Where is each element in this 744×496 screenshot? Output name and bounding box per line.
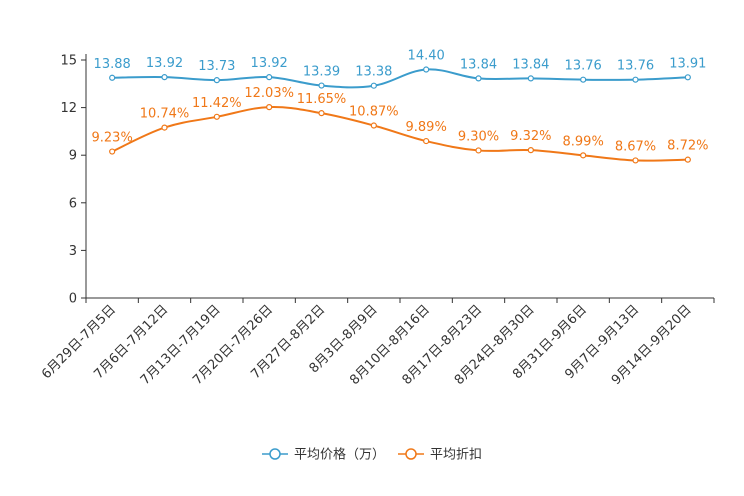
data-label: 13.73 <box>198 59 235 74</box>
data-point <box>318 110 325 117</box>
data-point <box>527 75 534 82</box>
data-label: 13.84 <box>512 57 549 72</box>
legend-label: 平均价格（万） <box>294 447 385 463</box>
data-point <box>370 82 377 89</box>
y-axis: 0 3 6 9 12 15 <box>60 54 87 307</box>
data-point <box>266 104 273 111</box>
data-label: 13.38 <box>355 65 392 80</box>
data-point <box>475 75 482 82</box>
data-point <box>632 157 639 164</box>
data-label: 13.39 <box>303 65 340 80</box>
data-label: 10.87% <box>349 105 399 120</box>
data-label: 9.89% <box>406 120 447 135</box>
data-label: 11.42% <box>192 96 242 111</box>
data-point <box>161 74 168 81</box>
data-label: 13.88 <box>94 57 131 72</box>
data-point <box>684 156 691 163</box>
y-tick-label: 15 <box>60 54 77 69</box>
series-line <box>112 68 688 89</box>
data-label: 14.40 <box>408 49 445 64</box>
data-point <box>213 77 220 84</box>
data-label: 9.30% <box>458 129 499 144</box>
series-1: 13.88 13.92 13.73 13.92 13.39 13.38 14.40 13.84… <box>94 49 706 89</box>
data-point <box>161 124 168 131</box>
data-label: 11.65% <box>297 92 347 107</box>
series-layer: 13.88 13.92 13.73 13.92 13.39 13.38 14.40 13.84… <box>92 49 708 164</box>
legend-item-2: 平均折扣 <box>398 448 482 463</box>
data-label: 8.99% <box>563 134 604 149</box>
legend-label: 平均折扣 <box>430 448 482 463</box>
data-label: 8.67% <box>615 139 656 154</box>
legend-marker <box>405 448 417 460</box>
data-label: 13.92 <box>251 56 288 71</box>
data-label: 10.74% <box>140 107 190 122</box>
data-label: 13.91 <box>669 56 706 71</box>
data-point <box>318 82 325 89</box>
data-point <box>684 74 691 81</box>
y-tick-label: 9 <box>69 149 77 164</box>
y-tick-label: 6 <box>69 196 77 211</box>
data-label: 13.92 <box>146 56 183 71</box>
y-tick-label: 0 <box>69 292 77 307</box>
data-label: 9.23% <box>92 131 133 146</box>
data-point <box>527 147 534 154</box>
data-label: 13.84 <box>460 57 497 72</box>
data-label: 9.32% <box>510 129 551 144</box>
series-2: 9.23% 10.74%11.42%12.03% 11.65%10.87% 9.89%… <box>92 86 708 164</box>
data-point <box>109 148 116 155</box>
data-label: 8.72% <box>667 139 708 154</box>
data-point <box>370 122 377 129</box>
data-label: 13.76 <box>565 59 602 74</box>
y-tick-label: 3 <box>69 244 77 259</box>
data-label: 12.03% <box>244 86 294 101</box>
data-point <box>423 137 430 145</box>
data-label: 13.76 <box>617 59 654 74</box>
legend-marker <box>269 448 281 460</box>
data-point <box>109 74 116 81</box>
data-point <box>580 152 587 159</box>
data-point <box>475 147 482 154</box>
legend: 平均价格（万） 平均折扣 <box>262 447 482 463</box>
data-point <box>266 74 273 81</box>
data-point <box>423 66 430 73</box>
x-axis: 6月29日-7月5日7月6日-7月12日7月13日-7月19日7月20日-7月2… <box>39 297 715 388</box>
data-point <box>580 76 587 83</box>
y-tick-label: 12 <box>60 101 77 116</box>
data-point <box>213 113 220 120</box>
data-point <box>632 76 639 83</box>
legend-item-1: 平均价格（万） <box>262 447 385 463</box>
series-line <box>111 106 688 162</box>
